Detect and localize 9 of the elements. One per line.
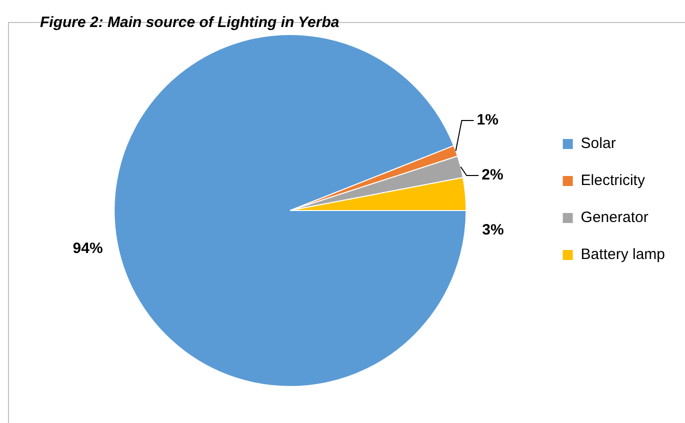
data-label: 3%	[482, 222, 504, 239]
legend-label: Solar	[580, 135, 616, 152]
legend-label: Electricity	[580, 172, 646, 190]
legend-label: Generator	[580, 209, 648, 226]
data-label: 1%	[476, 112, 498, 129]
legend-label: Battery lamp	[580, 246, 666, 264]
data-label: 2%	[482, 166, 504, 184]
data-label: 94%	[72, 240, 103, 258]
chart-title: Figure 2: Main source of Lighting in Yerba	[40, 14, 340, 32]
